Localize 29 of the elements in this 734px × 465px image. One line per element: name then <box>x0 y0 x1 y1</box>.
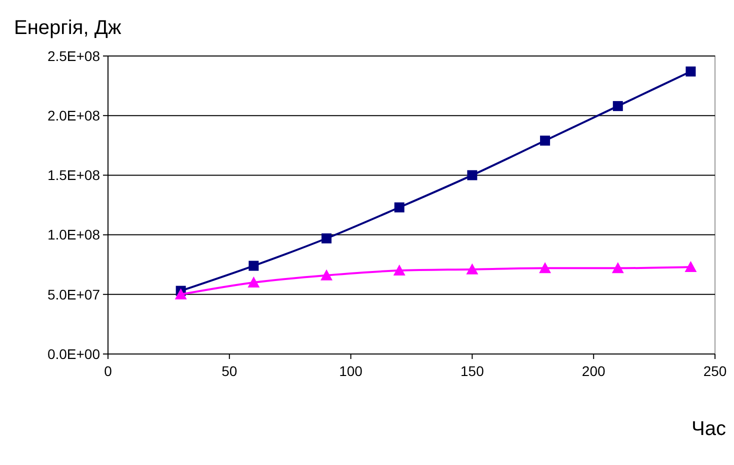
point <box>612 262 624 274</box>
point <box>540 136 550 146</box>
y-tick-label: 1.5E+08 <box>47 167 100 184</box>
x-axis-title: Час <box>692 418 726 440</box>
y-axis-title: Енергія, Дж <box>14 17 122 39</box>
point <box>686 66 696 76</box>
x-tick-label: 200 <box>582 363 606 379</box>
point <box>612 101 623 112</box>
point <box>248 276 260 288</box>
y-tick-label: 2.0E+08 <box>47 108 100 124</box>
point <box>248 260 259 271</box>
x-tick-label: 0 <box>104 363 112 379</box>
x-tick-label: 100 <box>339 363 363 379</box>
point <box>467 170 478 180</box>
x-tick-label: 250 <box>703 363 727 379</box>
x-tick-label: 150 <box>460 363 484 379</box>
point <box>174 288 187 300</box>
point <box>466 263 478 274</box>
point <box>539 262 552 274</box>
y-tick-label: 2.5E+08 <box>47 48 100 64</box>
point <box>320 269 333 280</box>
point <box>393 264 406 276</box>
y-tick-label: 1.0E+08 <box>47 226 100 243</box>
point <box>322 233 332 244</box>
y-tick-label: 5.0E+07 <box>47 286 100 302</box>
point <box>684 260 697 272</box>
point <box>394 202 404 212</box>
x-tick-label: 50 <box>222 363 238 379</box>
y-tick-label: 0.0E+00 <box>47 346 100 362</box>
